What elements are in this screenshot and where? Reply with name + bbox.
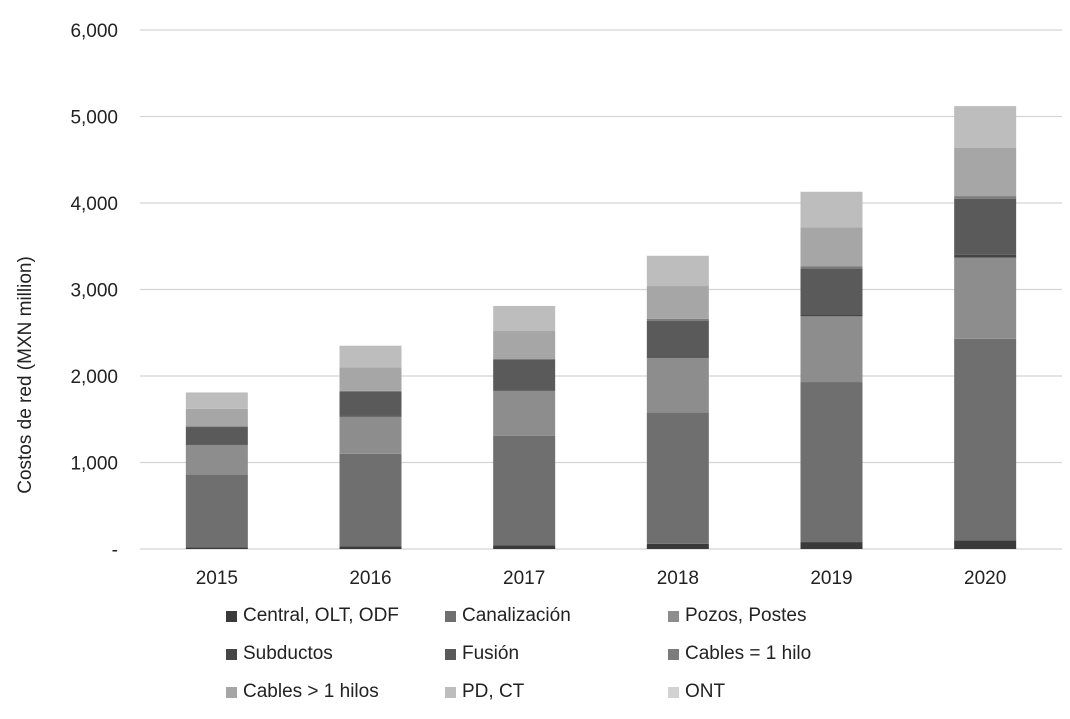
y-tick-label: 3,000: [70, 281, 118, 302]
bar-segment-2015-1: [185, 474, 248, 548]
bar-segment-2020-3: [954, 254, 1017, 258]
bar-segment-2020-6: [954, 147, 1017, 197]
bar-segment-2016-3: [339, 415, 402, 417]
x-tick-label: 2017: [503, 568, 545, 589]
bar-segment-2015-3: [185, 444, 248, 446]
x-tick-label: 2016: [349, 568, 391, 589]
bar-segment-2020-1: [954, 338, 1017, 541]
bar-segment-2018-2: [646, 357, 709, 413]
bar-segment-2019-1: [800, 382, 863, 543]
bar-segment-2016-2: [339, 416, 402, 454]
bar-segment-2018-4: [646, 320, 709, 357]
bar-segment-2017-7: [493, 305, 556, 332]
y-tick-label: 2,000: [70, 367, 118, 388]
bar-segment-2018-1: [646, 412, 709, 544]
x-tick-label: 2018: [657, 568, 699, 589]
bar-segment-2018-7: [646, 255, 709, 287]
bar-segment-2020-4: [954, 198, 1017, 255]
bar-segment-2017-1: [493, 435, 556, 546]
bar-segment-2018-0: [646, 543, 709, 549]
bar-segment-2019-7: [800, 191, 863, 228]
bar-segment-2016-6: [339, 367, 402, 391]
bars: [185, 106, 1017, 549]
y-tick-label: 1,000: [70, 454, 118, 475]
bar-segment-2019-3: [800, 314, 863, 317]
bar-segment-2017-0: [493, 545, 556, 549]
bar-segment-2018-3: [646, 356, 709, 358]
bar-segment-2015-7: [185, 392, 248, 409]
bar-segment-2017-5: [493, 358, 556, 360]
bar-segment-2016-7: [339, 345, 402, 368]
bar-segment-2016-0: [339, 546, 402, 549]
y-tick-label: -: [112, 540, 118, 561]
bar-segment-2015-6: [185, 408, 248, 427]
bar-segment-2019-6: [800, 227, 863, 267]
bar-segment-2018-5: [646, 318, 709, 321]
y-tick-label: 5,000: [70, 108, 118, 129]
bar-segment-2020-0: [954, 540, 1017, 549]
bar-segment-2016-5: [339, 390, 402, 393]
bar-segment-2020-7: [954, 106, 1017, 148]
bar-segment-2017-4: [493, 359, 556, 390]
axis-ticks: - 1,000 2,000 3,000 4,000 5,000 6,000 2015 2016 2…: [70, 21, 1006, 589]
bar-segment-2015-2: [185, 445, 248, 475]
bar-segment-2015-4: [185, 427, 248, 445]
x-tick-label: 2020: [964, 568, 1006, 589]
bar-segment-2019-5: [800, 266, 863, 269]
bar-segment-2019-2: [800, 316, 863, 383]
bar-segment-2016-4: [339, 392, 402, 416]
bar-segment-2017-2: [493, 390, 556, 436]
gridlines: [140, 29, 1062, 550]
y-tick-label: 6,000: [70, 21, 118, 42]
bar-segment-2017-6: [493, 331, 556, 359]
x-tick-label: 2015: [196, 568, 238, 589]
bar-segment-2020-2: [954, 257, 1017, 339]
y-axis-title: Costos de red (MXN million): [15, 256, 36, 494]
bar-segment-2020-5: [954, 196, 1017, 199]
bar-segment-2018-6: [646, 286, 709, 319]
bar-segment-2016-1: [339, 453, 402, 547]
bar-segment-2015-0: [185, 547, 248, 549]
bar-segment-2017-3: [493, 389, 556, 391]
x-tick-label: 2019: [810, 568, 852, 589]
y-tick-label: 4,000: [70, 194, 118, 215]
bar-segment-2015-5: [185, 426, 248, 428]
bar-segment-2019-4: [800, 268, 863, 315]
bar-segment-2019-0: [800, 542, 863, 549]
